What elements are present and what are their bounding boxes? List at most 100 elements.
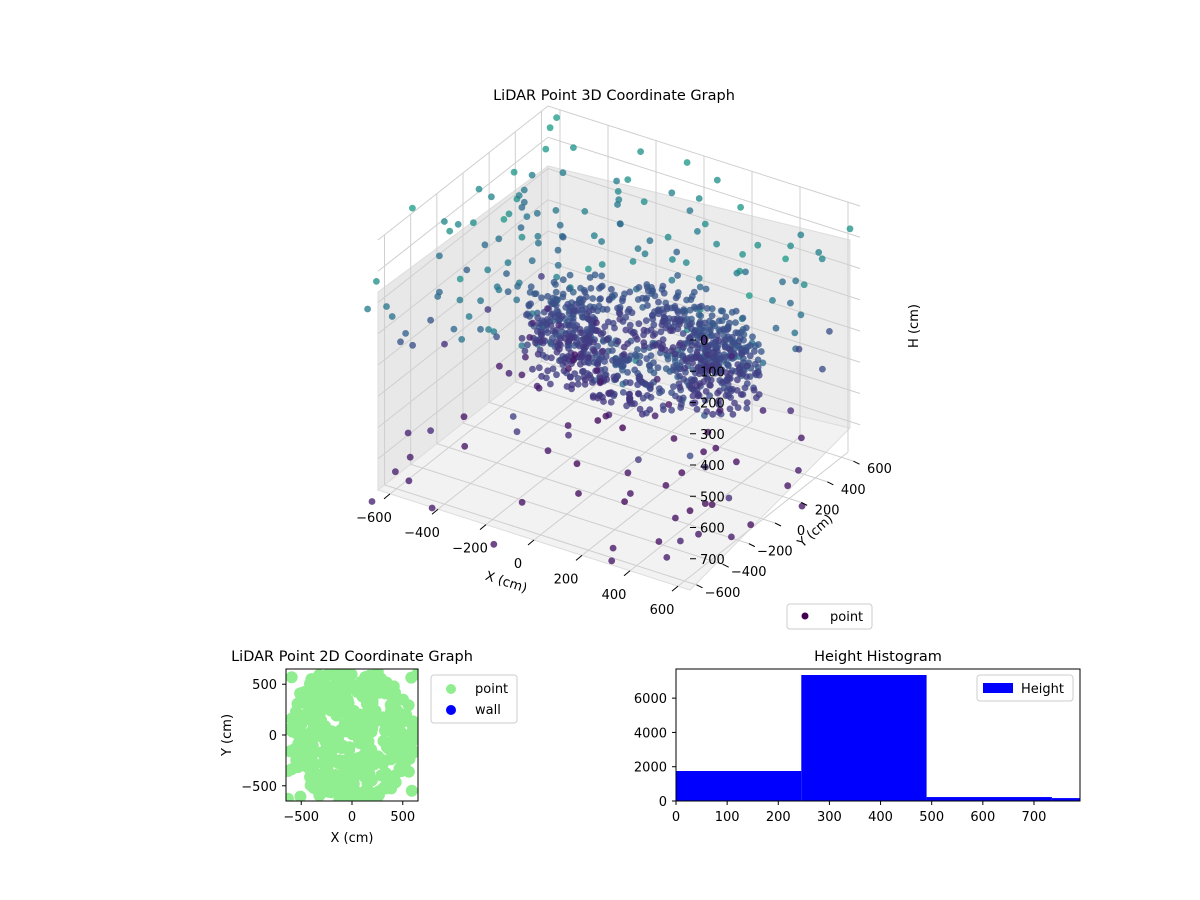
lidar-point-3d [703, 343, 711, 351]
lidar-point-3d [456, 275, 464, 283]
lidar-point-3d [640, 198, 648, 206]
lidar-point-3d [686, 207, 694, 215]
lidar-point-3d [787, 242, 794, 250]
lidar-point-3d [554, 246, 562, 254]
lidar-point-3d [701, 319, 709, 327]
lidar-point-3d [635, 284, 643, 291]
lidar-point-3d [602, 412, 610, 420]
lidar-point-3d [626, 390, 633, 398]
lidar-point-3d [664, 233, 672, 241]
lidar-point-3d [528, 257, 536, 265]
lidar-point-3d [626, 321, 634, 329]
lidar-point-3d [798, 502, 806, 510]
x-axis-3d-label: X (cm) [483, 569, 529, 597]
lidar-point-3d [427, 427, 434, 434]
lidar-point-3d [698, 302, 705, 310]
lidar-point-2d [400, 708, 413, 721]
lidar-point-3d [589, 379, 596, 386]
lidar-point-3d [728, 333, 736, 341]
lidar-point-3d [696, 320, 704, 327]
lidar-point-3d [523, 213, 531, 221]
lidar-point-3d [584, 315, 592, 322]
lidar-point-3d [535, 319, 543, 327]
lidar-point-3d [542, 354, 550, 361]
lidar-point-3d [544, 305, 551, 312]
lidar-point-3d [706, 366, 714, 374]
lidar-point-3d [450, 325, 458, 333]
lidar-point-3d [409, 341, 416, 349]
lidar-point-3d [704, 375, 712, 383]
lidar-point-3d [633, 335, 641, 343]
lidar-point-3d [616, 315, 624, 323]
lidar-point-3d [619, 424, 626, 432]
lidar-point-2d [314, 701, 327, 714]
lidar-point-3d [656, 385, 663, 393]
x-tick-label-3d: −400 [404, 526, 440, 541]
lidar-point-3d [619, 389, 627, 396]
lidar-point-3d [515, 192, 523, 199]
lidar-point-3d [373, 278, 380, 285]
lidar-point-3d [701, 397, 709, 404]
chart2d-title: LiDAR Point 2D Coordinate Graph [231, 649, 473, 665]
y-tick-3d [827, 481, 834, 486]
lidar-point-3d [715, 337, 723, 344]
lidar-point-3d [599, 329, 607, 337]
lidar-point-3d [594, 342, 601, 350]
lidar-point-3d [663, 303, 671, 311]
x-tick-3d [527, 539, 535, 546]
lidar-point-3d [722, 313, 730, 321]
lidar-point-3d [493, 283, 501, 291]
lidar-point-3d [581, 376, 589, 384]
lidar-point-3d [689, 392, 697, 400]
lidar-point-3d [734, 376, 741, 384]
lidar-point-2d [353, 734, 365, 747]
lidar-point-3d [703, 351, 711, 359]
x-tick-label-3d: 200 [554, 572, 579, 587]
legend-marker-point-2d [446, 684, 456, 694]
lidar-point-3d [672, 514, 679, 522]
lidar-point-3d [609, 544, 617, 552]
lidar-point-3d [682, 259, 690, 266]
lidar-point-3d [518, 204, 526, 211]
lidar-point-3d [734, 361, 742, 368]
lidar-point-3d [558, 312, 566, 320]
lidar-point-3d [621, 498, 628, 505]
grid-floor-y [515, 381, 828, 483]
lidar-point-3d [691, 303, 698, 311]
lidar-point-3d [708, 312, 716, 319]
lidar-point-3d [520, 198, 528, 206]
lidar-point-3d [555, 321, 563, 329]
lidar-point-3d [741, 384, 749, 392]
lidar-point-3d [779, 278, 786, 286]
lidar-point-3d [677, 537, 684, 545]
lidar-point-3d [614, 188, 622, 195]
lidar-point-3d [690, 288, 698, 296]
lidar-point-3d [660, 406, 667, 413]
lidar-point-3d [735, 337, 743, 345]
lidar-point-3d [609, 357, 616, 364]
lidar-point-3d [607, 398, 615, 406]
lidar-point-2d [372, 714, 385, 726]
hist-bar [676, 771, 802, 801]
lidar-point-2d [343, 669, 356, 677]
hist-y-tick-label: 6000 [634, 692, 667, 707]
legend-box [786, 603, 873, 630]
lidar-point-3d [549, 365, 557, 373]
lidar-point-3d [713, 360, 721, 368]
lidar-point-3d [598, 272, 606, 280]
lidar-point-2d [343, 741, 356, 754]
lidar-point-3d [641, 250, 649, 258]
lidar-point-2d [362, 735, 375, 748]
grid-wall-h [377, 261, 861, 397]
lidar-point-3d [649, 332, 657, 339]
lidar-point-3d [638, 378, 646, 386]
lidar-point-3d [572, 300, 580, 308]
lidar-point-3d [589, 295, 597, 302]
z-tick-label-3d: 100 [700, 365, 725, 380]
lidar-point-3d [695, 195, 703, 202]
lidar-point-3d [757, 348, 765, 355]
lidar-point-3d [637, 148, 644, 156]
lidar-point-3d [484, 306, 492, 313]
lidar-point-3d [667, 327, 674, 335]
scatter-3d-chart: LiDAR Point 3D Coordinate Graph −600 −400… [356, 88, 922, 630]
